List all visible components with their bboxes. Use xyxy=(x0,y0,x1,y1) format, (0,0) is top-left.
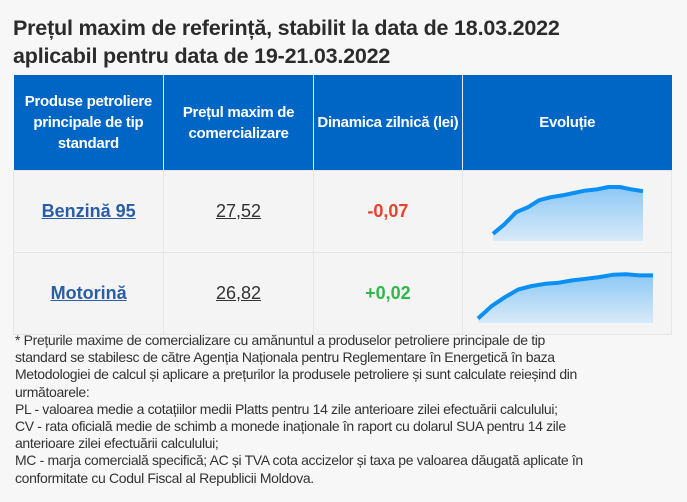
note-line: MC - marja comercială specifică; AC și T… xyxy=(15,452,583,469)
product-link[interactable]: Motorină xyxy=(50,283,127,303)
price-value[interactable]: 27,52 xyxy=(216,201,262,221)
prices-table: Produse petroliere principale de tip sta… xyxy=(12,75,673,335)
change-value: +0,02 xyxy=(365,283,411,303)
trend-sparkline xyxy=(491,185,644,241)
note-line: Metodologiei de calcul și aplicare a pre… xyxy=(15,366,577,383)
title-line: Prețul maxim de referință, stabilit la d… xyxy=(13,16,560,40)
sparkline-area xyxy=(492,187,643,241)
trend-sparkline xyxy=(476,272,653,323)
price-value[interactable]: 26,82 xyxy=(216,283,262,303)
page-title: Prețul maxim de referință, stabilit la d… xyxy=(13,14,560,70)
note-line: anterioare zilei efectuării calculului; xyxy=(15,435,219,452)
note-line: CV - rata oficială medie de schimb a mon… xyxy=(15,418,566,435)
footnotes: * Prețurile maxime de comercializare cu … xyxy=(15,332,583,487)
sparkline-line xyxy=(476,272,653,320)
header-price: Prețul maxim de comercializare xyxy=(163,75,314,171)
note-line: următoarele: xyxy=(15,383,90,400)
header-change: Dinamica zilnică (lei) xyxy=(312,75,463,171)
note-line: standard se stabilesc de către Agenția N… xyxy=(15,349,555,366)
header-product: Produse petroliere principale de tip sta… xyxy=(13,75,164,171)
note-line: * Prețurile maxime de comercializare cu … xyxy=(15,332,545,348)
table-header-row: Produse petroliere principale de tip sta… xyxy=(13,75,672,171)
table-row: Motorină 26,82 +0,02 xyxy=(12,252,673,335)
sparkline-line xyxy=(491,185,644,236)
sparkline-area xyxy=(477,274,653,323)
table-row: Benzină 95 27,52 -0,07 xyxy=(12,170,673,253)
change-value: -0,07 xyxy=(367,201,409,221)
title-line: aplicabil pentru data de 19-21.03.2022 xyxy=(13,44,391,68)
header-trend: Evoluție xyxy=(461,75,672,171)
product-link[interactable]: Benzină 95 xyxy=(41,201,136,221)
note-line: conformitate cu Codul Fiscal al Republic… xyxy=(15,469,314,486)
note-line: PL - valoarea medie a cotațiilor medii P… xyxy=(15,400,558,417)
